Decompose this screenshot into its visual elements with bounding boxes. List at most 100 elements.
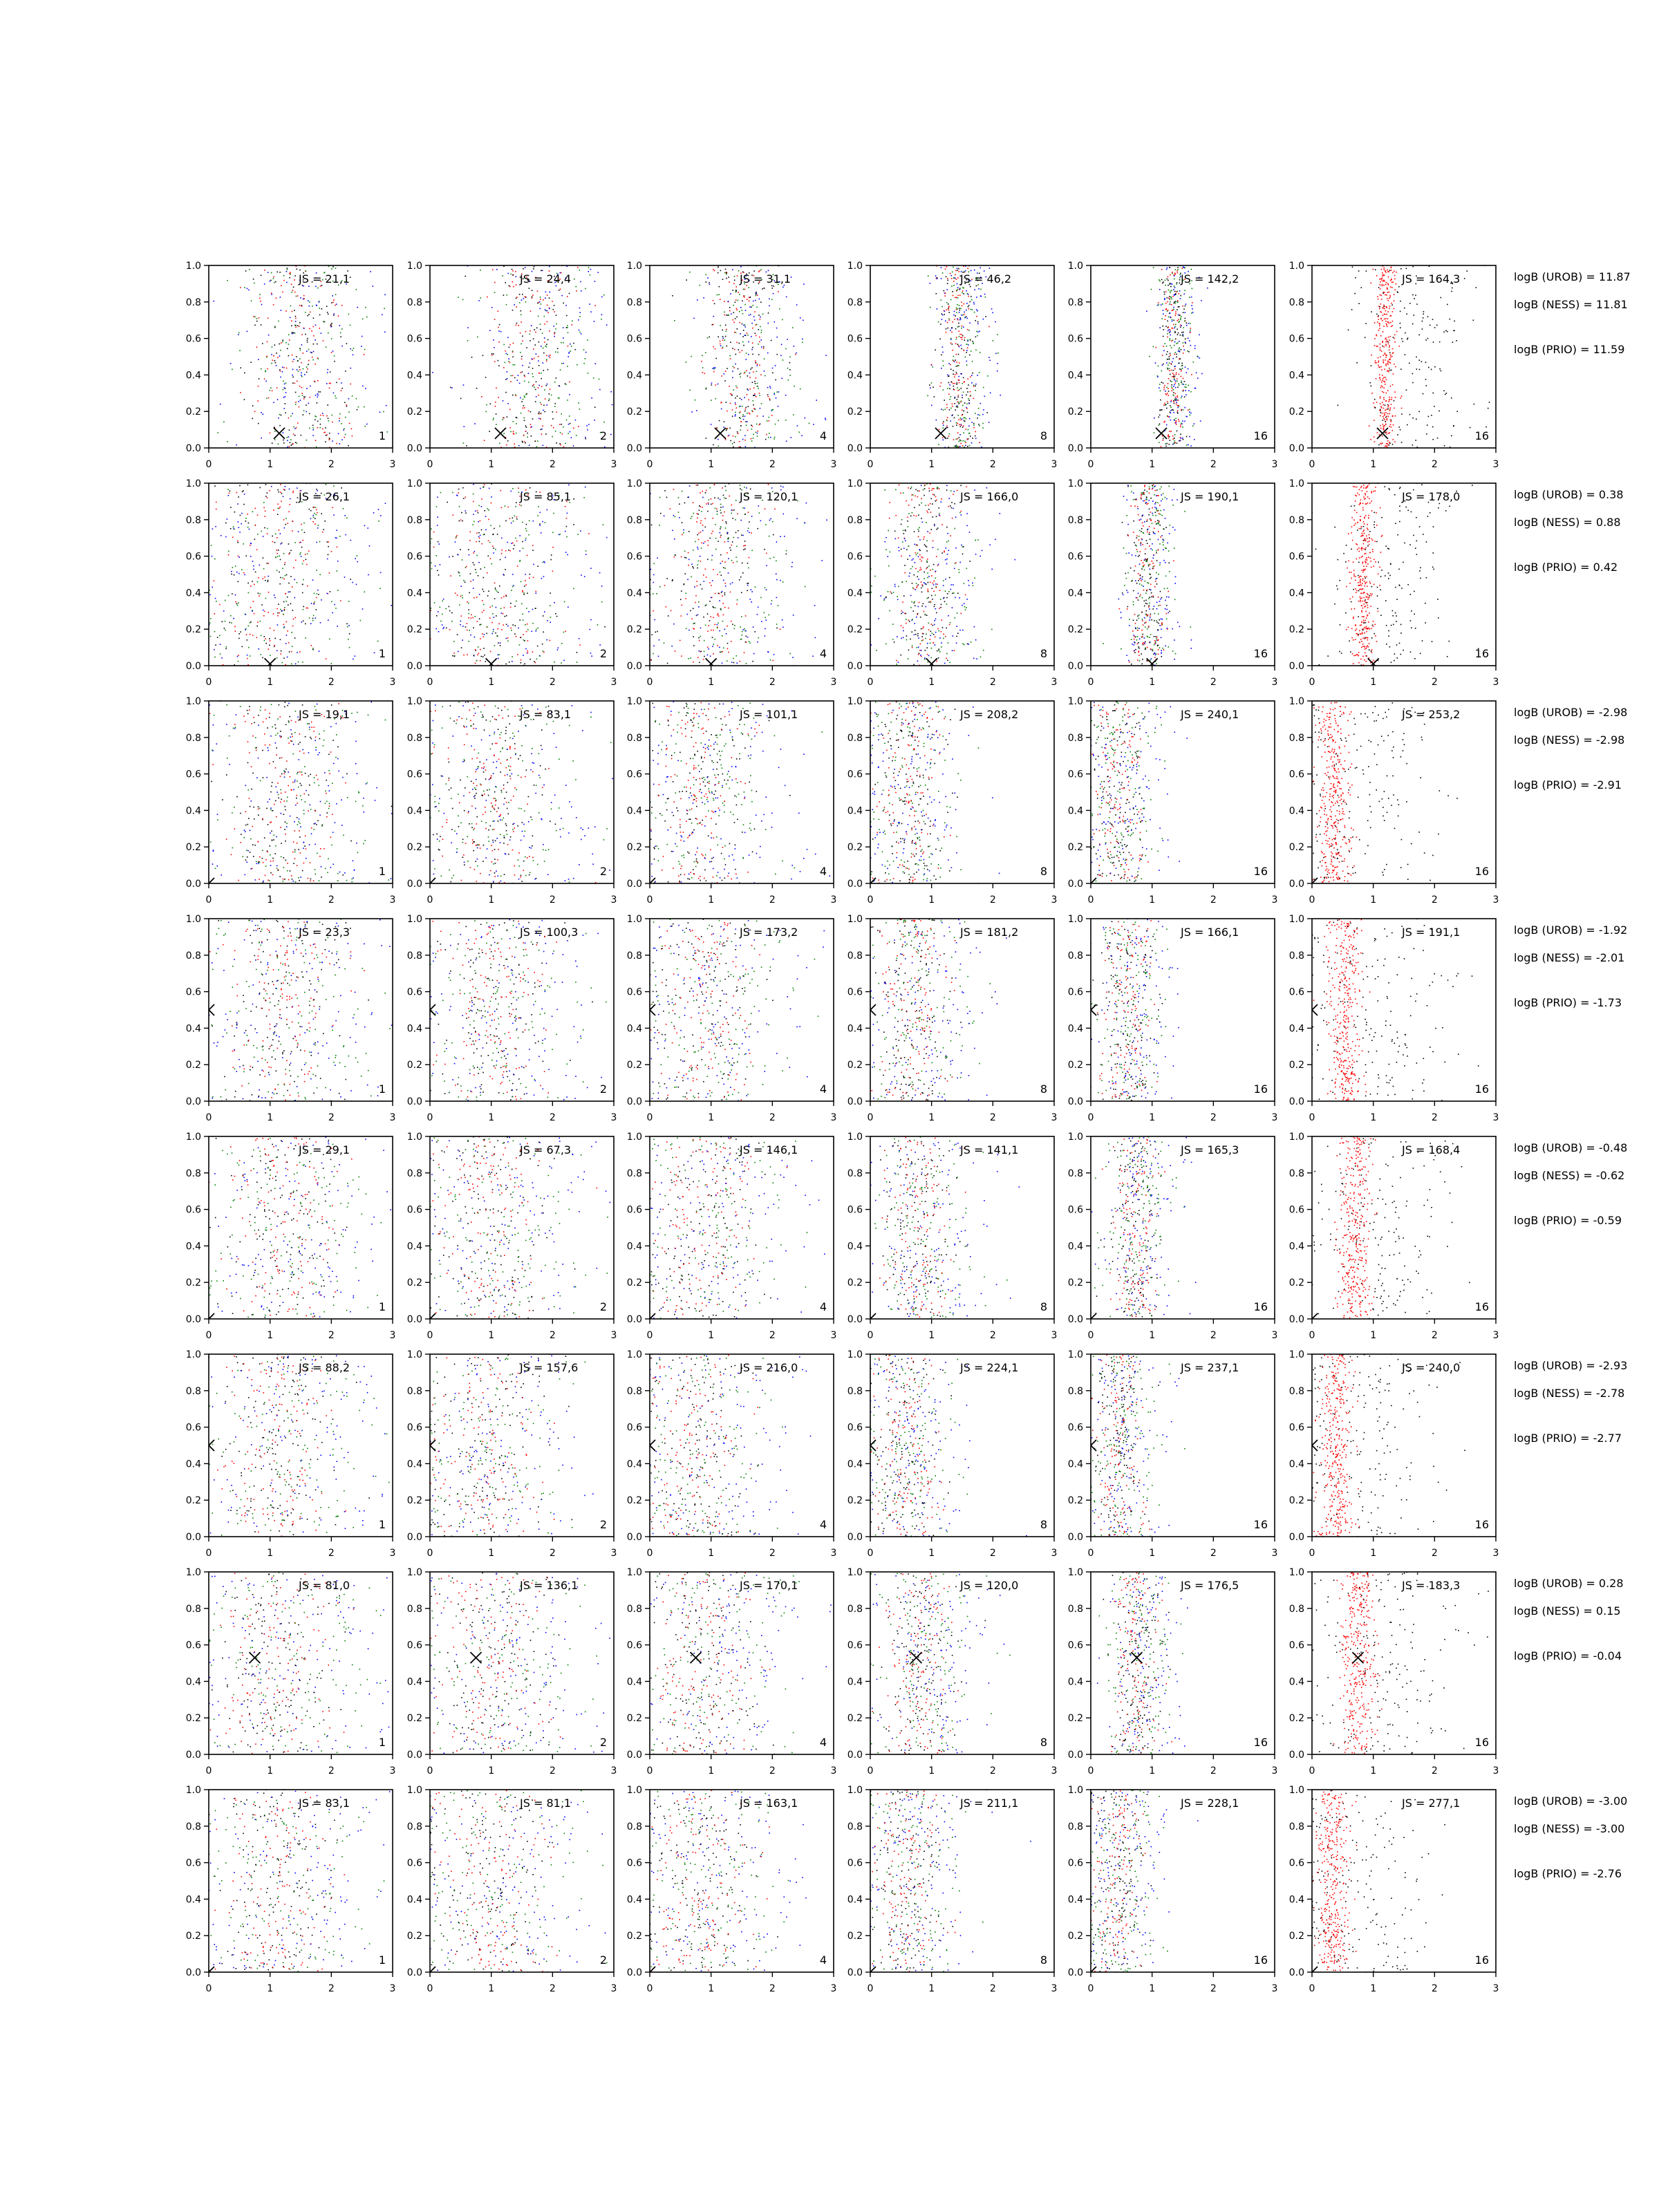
data-point	[331, 601, 332, 603]
data-point	[960, 308, 962, 310]
data-point	[1379, 409, 1380, 411]
data-point	[929, 306, 931, 308]
data-point	[1391, 415, 1394, 418]
data-point	[325, 427, 326, 429]
data-point	[346, 283, 347, 285]
data-point	[541, 577, 543, 579]
data-point	[947, 659, 948, 662]
data-point	[458, 488, 460, 490]
data-point	[715, 537, 717, 539]
data-point	[495, 589, 496, 590]
data-point	[306, 553, 308, 554]
data-point	[1183, 267, 1185, 268]
data-point	[921, 556, 923, 558]
data-point	[496, 387, 497, 389]
data-point	[738, 529, 739, 532]
data-point	[385, 404, 387, 406]
data-point	[1387, 288, 1388, 290]
data-point	[308, 364, 309, 366]
data-point	[488, 487, 490, 489]
data-point	[982, 283, 983, 284]
data-point	[709, 336, 710, 338]
data-point	[731, 409, 733, 411]
data-point	[240, 631, 241, 632]
data-point	[276, 537, 278, 538]
data-point	[1380, 278, 1382, 279]
data-point	[755, 324, 757, 326]
data-point	[523, 441, 525, 442]
y-tick-label: 1.0	[627, 478, 642, 489]
data-point	[377, 640, 379, 642]
data-point	[946, 289, 948, 290]
data-point	[1427, 415, 1430, 418]
data-point	[1374, 345, 1376, 346]
data-point	[958, 401, 959, 403]
data-point	[747, 375, 749, 377]
data-point	[435, 506, 438, 507]
data-point	[949, 398, 950, 400]
data-point	[261, 437, 262, 439]
data-point	[319, 418, 321, 420]
data-point	[746, 487, 747, 489]
data-point	[936, 278, 938, 280]
data-point	[704, 373, 706, 375]
data-point	[745, 359, 747, 360]
data-point	[512, 433, 514, 434]
data-point	[498, 654, 500, 655]
data-point	[1383, 267, 1385, 269]
data-point	[966, 344, 968, 345]
data-point	[1172, 435, 1174, 437]
data-point	[228, 492, 230, 494]
data-point	[1379, 377, 1380, 378]
data-point	[1391, 304, 1393, 306]
data-point	[1175, 421, 1177, 423]
data-point	[1388, 404, 1389, 406]
data-point	[326, 558, 328, 560]
data-point	[1177, 410, 1179, 411]
data-point	[498, 365, 500, 366]
data-point	[1183, 349, 1185, 350]
data-point	[310, 518, 312, 520]
data-point	[274, 326, 276, 328]
data-point	[964, 339, 966, 341]
data-point	[751, 382, 753, 383]
data-point	[724, 592, 726, 594]
data-point	[735, 290, 737, 292]
data-point	[787, 379, 789, 381]
data-point	[1184, 320, 1186, 321]
data-point	[737, 433, 739, 434]
data-point	[289, 317, 291, 319]
data-point	[1182, 335, 1184, 337]
data-point	[731, 541, 733, 543]
data-point	[957, 438, 959, 440]
data-point	[326, 312, 328, 313]
data-point	[368, 574, 369, 576]
data-point	[501, 537, 503, 539]
data-point	[461, 512, 462, 514]
data-point	[1355, 277, 1356, 279]
data-point	[259, 595, 260, 597]
data-point	[505, 624, 507, 626]
data-point	[703, 574, 704, 576]
data-point	[1380, 318, 1382, 320]
data-point	[684, 573, 686, 574]
data-point	[959, 629, 961, 631]
data-point	[744, 335, 746, 336]
data-point	[604, 626, 606, 628]
data-point	[314, 512, 315, 514]
data-point	[1380, 350, 1382, 352]
data-point	[1393, 400, 1395, 402]
data-point	[697, 657, 699, 658]
data-point	[462, 597, 463, 599]
data-point	[307, 585, 308, 587]
data-point	[254, 571, 256, 573]
data-point	[1383, 399, 1385, 400]
data-point	[594, 281, 596, 282]
data-point	[973, 343, 974, 344]
data-point	[688, 496, 689, 498]
data-point	[288, 543, 290, 545]
data-point	[721, 635, 723, 637]
data-point	[958, 446, 959, 448]
data-point	[323, 529, 324, 530]
data-point	[525, 442, 526, 444]
